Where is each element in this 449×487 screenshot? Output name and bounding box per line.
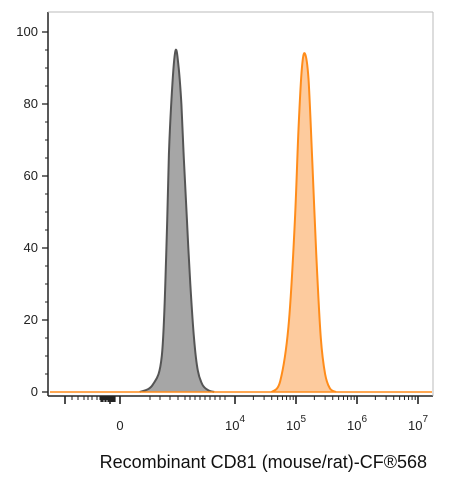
x-tick-exponent: 5 bbox=[300, 414, 306, 425]
x-tick-exponent: 4 bbox=[239, 414, 245, 425]
x-tick-label: 0 bbox=[116, 418, 123, 433]
series-2-area bbox=[271, 53, 336, 393]
y-tick-label: 80 bbox=[24, 96, 38, 111]
x-tick-exponent: 6 bbox=[361, 414, 367, 425]
x-axis: 0 104 105 106 107 bbox=[64, 396, 428, 433]
x-tick-label: 104 bbox=[225, 414, 245, 433]
y-tick-label: 100 bbox=[16, 24, 38, 39]
x-axis-title: Recombinant CD81 (mouse/rat)-CF®568 bbox=[99, 452, 427, 472]
x-tick-label: 106 bbox=[347, 414, 367, 433]
x-tick-label: 105 bbox=[286, 414, 306, 433]
y-tick-label: 0 bbox=[31, 384, 38, 399]
x-tick-label: 107 bbox=[408, 414, 428, 433]
series-1-line bbox=[139, 48, 215, 393]
y-axis: 0 20 40 60 80 100 bbox=[16, 24, 48, 399]
series-2-line bbox=[270, 52, 337, 393]
y-tick-label: 40 bbox=[24, 240, 38, 255]
x-tick-exponent: 7 bbox=[422, 414, 428, 425]
series-1-area bbox=[139, 49, 215, 393]
series-layer bbox=[50, 48, 432, 393]
y-tick-label: 20 bbox=[24, 312, 38, 327]
y-tick-label: 60 bbox=[24, 168, 38, 183]
plot-frame bbox=[47, 11, 434, 397]
